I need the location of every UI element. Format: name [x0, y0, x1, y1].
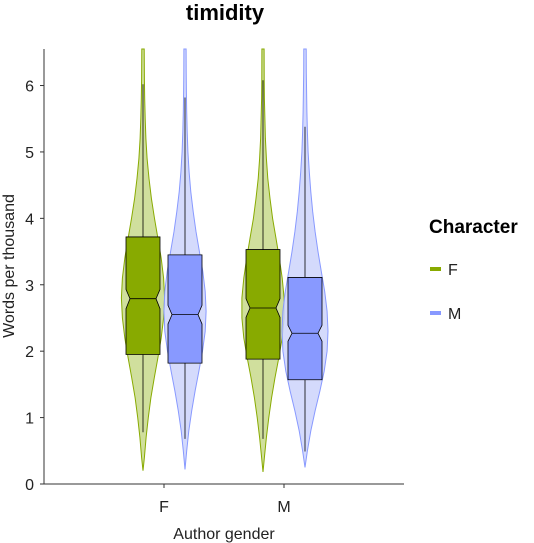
y-tick-label: 6 — [25, 79, 34, 96]
legend-title: Character — [429, 217, 518, 238]
plot-area — [120, 48, 329, 473]
x-tick-label: F — [159, 499, 169, 516]
y-tick-label: 5 — [25, 145, 34, 162]
y-tick-label: 2 — [25, 344, 34, 361]
y-tick-label: 3 — [25, 278, 34, 295]
box-series-f-author-f — [125, 236, 161, 355]
x-axis-label: Author gender — [173, 526, 275, 543]
box-series-m-author-f — [167, 254, 203, 364]
box-series-f-author-m — [245, 249, 281, 360]
legend-label-f: F — [448, 262, 458, 279]
y-tick-label: 0 — [25, 477, 34, 494]
y-tick-label: 1 — [25, 411, 34, 428]
y-axis-label: Words per thousand — [1, 194, 18, 338]
legend-label-m: M — [448, 306, 461, 323]
chart-title: timidity — [186, 0, 265, 25]
legend: Character F M — [429, 217, 518, 323]
box-series-m-author-m — [287, 277, 323, 381]
y-tick-label: 4 — [25, 211, 34, 228]
x-tick-label: M — [277, 499, 290, 516]
y-axis-ticks: 0 1 2 3 4 5 6 — [25, 79, 44, 494]
